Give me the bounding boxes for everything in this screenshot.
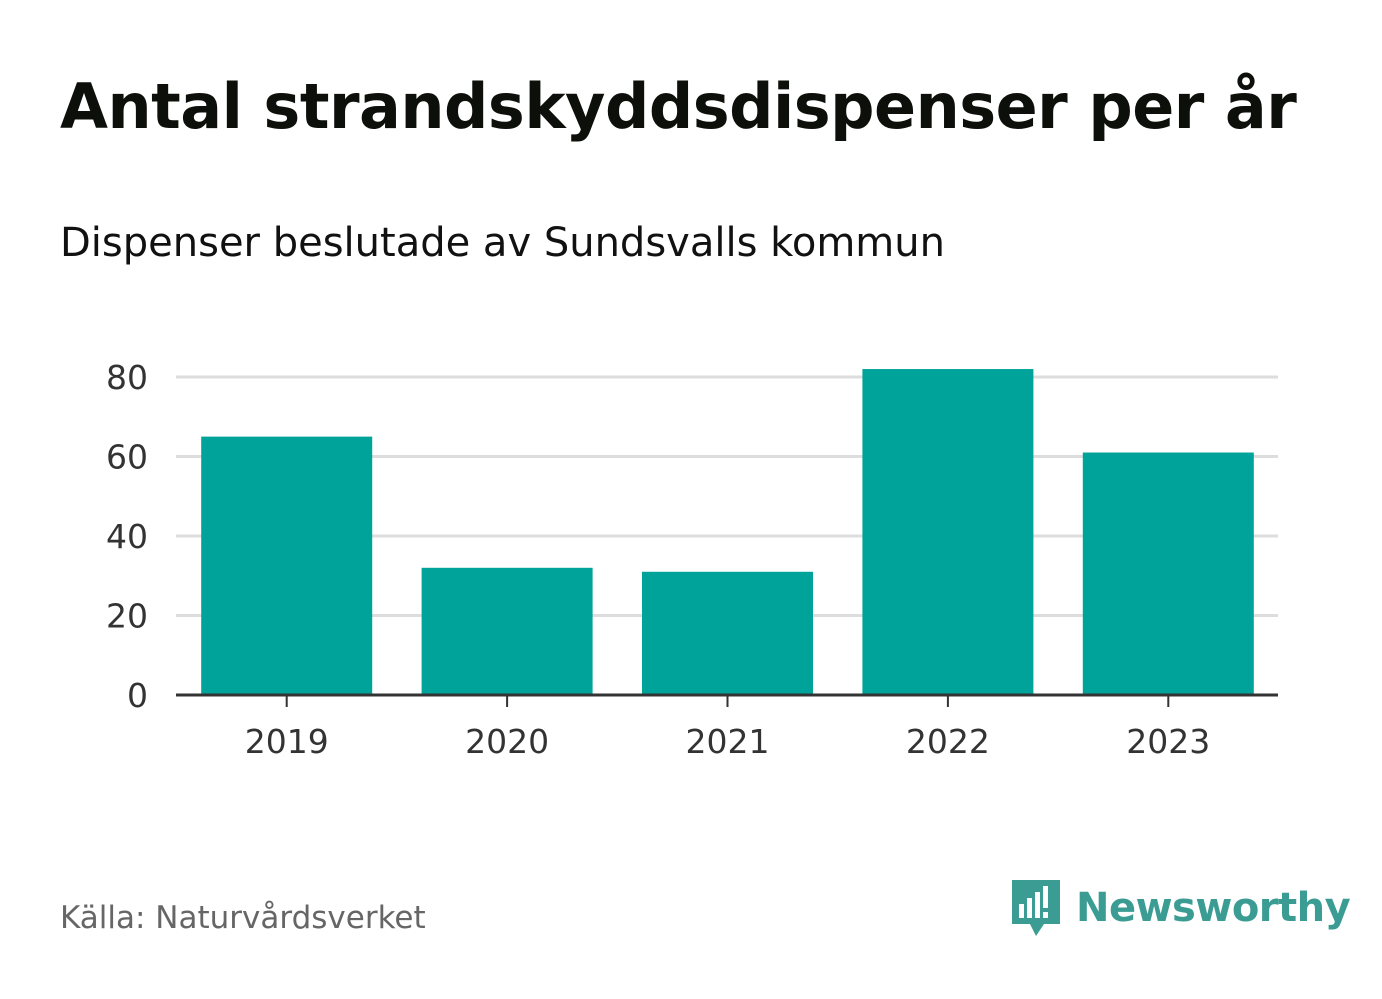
x-tick-label: 2019 — [245, 722, 329, 761]
y-tick-label: 0 — [127, 676, 148, 715]
source-note: Källa: Naturvårdsverket — [60, 900, 426, 936]
x-tick-label: 2023 — [1126, 722, 1210, 761]
chart-subtitle: Dispenser beslutade av Sundsvalls kommun — [60, 220, 945, 266]
y-tick-label: 20 — [106, 597, 148, 636]
bar-2019 — [201, 436, 373, 695]
bar-2022 — [862, 369, 1034, 695]
brand-logo: Newsworthy — [1010, 878, 1351, 938]
y-tick-label: 60 — [106, 438, 148, 477]
newsworthy-logo-icon — [1012, 880, 1060, 936]
y-tick-label: 80 — [106, 358, 148, 397]
bar-2020 — [421, 567, 593, 695]
x-tick-label: 2021 — [686, 722, 770, 761]
x-tick-label: 2020 — [465, 722, 549, 761]
x-tick-label: 2022 — [906, 722, 990, 761]
y-tick-label: 40 — [106, 517, 148, 556]
brand-name: Newsworthy — [1076, 885, 1351, 931]
chart-title: Antal strandskyddsdispenser per år — [60, 70, 1297, 143]
bar-2021 — [642, 571, 813, 695]
bar-2023 — [1082, 452, 1254, 695]
